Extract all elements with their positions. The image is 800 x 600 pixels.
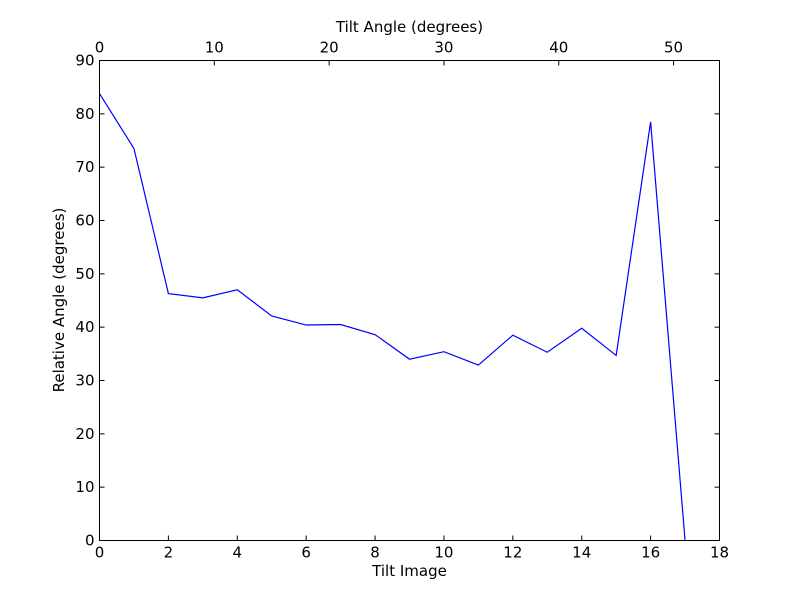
y-tick-label: 60 [75, 212, 94, 230]
x-tick-label: 6 [301, 544, 311, 562]
x2-tick-label: 0 [95, 39, 105, 57]
y-tick-label: 80 [75, 105, 94, 123]
x2-tick-label: 50 [664, 39, 683, 57]
ticks-layer: 0 2 4 6 8 10 12 14 16 18 0 10 20 30 40 50 0 10 20 30 40 50 60 7… [75, 39, 729, 562]
x2-tick-label: 10 [205, 39, 224, 57]
y-tick-label: 90 [75, 52, 94, 70]
x-tick-label: 2 [164, 544, 174, 562]
y-tick-label: 50 [75, 265, 94, 283]
series-line [98, 93, 686, 541]
y-tick-label: 40 [75, 318, 94, 336]
x-tick-label: 16 [641, 544, 660, 562]
x2-tick-label: 30 [434, 39, 453, 57]
y-tick-label: 0 [85, 532, 95, 550]
x-tick-label: 14 [572, 544, 591, 562]
x-axis-title: Tilt Image [371, 562, 447, 580]
y-tick-label: 70 [75, 158, 94, 176]
x2-tick-label: 40 [549, 39, 568, 57]
y-tick-label: 30 [75, 372, 94, 390]
x2-tick-label: 20 [320, 39, 339, 57]
plot-frame [99, 60, 720, 541]
y-tick-label: 10 [75, 478, 94, 496]
x-tick-label: 12 [503, 544, 522, 562]
x-tick-label: 10 [434, 544, 453, 562]
x-tick-label: 0 [95, 544, 105, 562]
x2-axis-title: Tilt Angle (degrees) [335, 18, 483, 36]
x-tick-label: 8 [370, 544, 380, 562]
y-tick-label: 20 [75, 425, 94, 443]
x-tick-label: 4 [233, 544, 243, 562]
y-axis-title: Relative Angle (degrees) [50, 208, 68, 393]
x-tick-label: 18 [710, 544, 729, 562]
